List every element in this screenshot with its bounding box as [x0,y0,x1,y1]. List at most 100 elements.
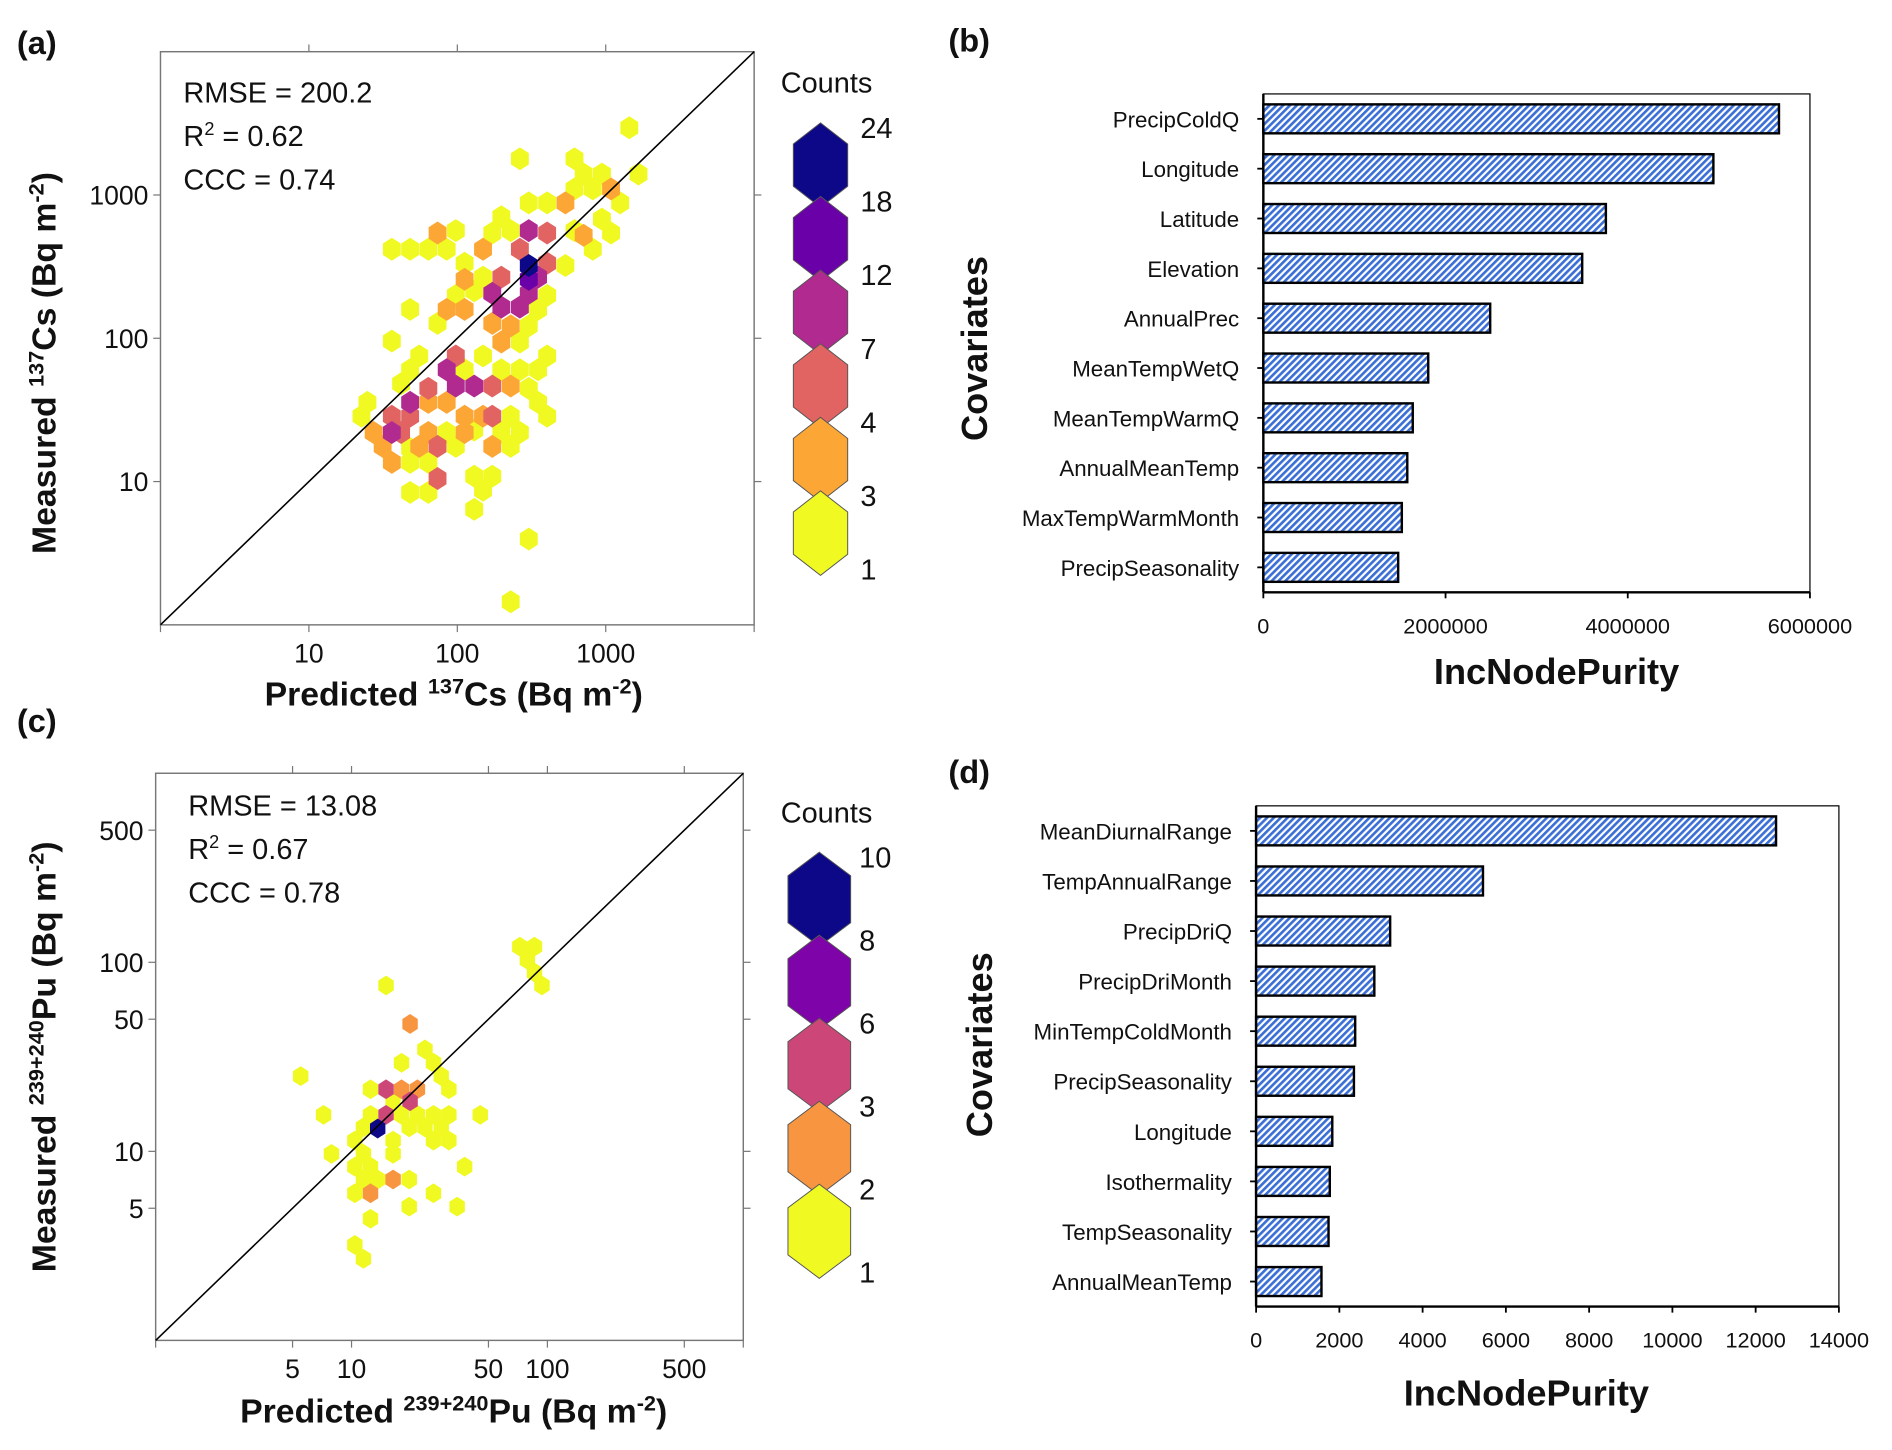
hexbin-marks: 10 100 1000 10 100 1000 24 18 12 7 4 3 1 [89,44,893,668]
x-tick-label: 4000000 [1585,613,1670,638]
hexbin-cell [355,1143,372,1164]
hexbin-cell [419,237,438,261]
legend-swatch [787,1183,852,1279]
y-tick-label: 50 [114,1005,144,1035]
bar [1254,915,1392,947]
x-tick-label: 0 [1250,1328,1262,1353]
legend-break-label: 4 [860,407,876,439]
category-label: TempSeasonality [1062,1220,1233,1245]
hexbin-cell [510,358,529,382]
bar [1254,815,1778,847]
legend-break-label: 1 [859,1257,875,1289]
panel-label-c: (c) [17,703,57,739]
category-label: PrecipDriQ [1123,919,1232,944]
x-axis-title: Predicted 239+240Pu (Bq m-2) [240,1390,667,1430]
category-label: Isothermality [1105,1170,1232,1195]
bar [1254,1015,1357,1047]
hexbin-cell [456,1156,473,1177]
hexbin-cell [410,434,429,458]
x-tick-label: 50 [474,1354,504,1384]
hexbin-cell [449,1196,465,1217]
hexbin-cell [455,297,474,321]
bar [1254,1065,1356,1097]
bar-marks: PrecipColdQ Longitude Latitude Elevation Ann… [1022,93,1852,638]
hexbin-cell [401,1169,417,1190]
bar [1254,1215,1330,1248]
legend-title: Counts [781,798,873,830]
hexbin-cell [437,358,456,382]
hexbin-cell [529,358,547,382]
legend-swatch [787,1100,852,1196]
hexbin-cell [369,1169,386,1190]
hexbin-cell [362,1079,379,1100]
y-tick-label: 10 [114,1137,144,1167]
x-tick-label: 14000 [1809,1328,1869,1353]
hexbin-cell [401,390,420,414]
x-tick-label: 10000 [1642,1328,1702,1353]
hexbin-cell [519,314,538,338]
hexbin-cell [401,297,420,321]
legend-swatch [787,851,852,947]
category-label: Longitude [1134,1120,1232,1145]
legend-swatch [792,195,849,282]
x-axis-title: IncNodePurity [1434,651,1679,692]
hexbin-cell [574,162,593,186]
hexbin-cell [492,330,511,354]
category-label: MeanTempWarmQ [1053,406,1239,431]
category-label: MeanTempWetQ [1072,356,1239,381]
hexbin-cell [428,434,447,458]
hexbin-marks: 5 10 50 100 500 5 10 50 100 500 10 8 6 3 2 1 [99,766,891,1384]
category-label: MeanDiurnalRange [1040,819,1232,844]
hexbin-cell [465,497,484,521]
hexbin-cell [347,1183,363,1204]
hexbin-cell [437,390,456,414]
hexbin-cell [419,450,438,474]
plot-frame [154,772,745,1342]
legend-swatch [792,416,849,503]
y-axis-title: Measured 137Cs (Bq m-2) [23,172,63,554]
hexbin-cell [382,329,401,353]
category-label: AnnualMeanTemp [1059,456,1239,481]
hexbin-cell [382,421,401,444]
hexbin-cell [526,936,543,957]
bar [1262,103,1781,135]
bar [1262,252,1584,285]
x-tick-label: 8000 [1565,1328,1613,1353]
hexbin-cell [455,421,474,444]
hexbin-cell [519,254,538,277]
hexbin-chart-cs137: 10 100 1000 10 100 1000 24 18 12 7 4 3 1 RMSE = 200.… [23,44,893,714]
hexbin-cell [323,1143,340,1164]
x-tick-label: 12000 [1725,1328,1785,1353]
hexbin-cell [401,450,420,474]
x-tick-label: 100 [435,638,479,668]
hexbin-cell [501,219,520,243]
x-axis-title: Predicted 137Cs (Bq m-2) [265,674,643,714]
bar-marks: MeanDiurnalRange TempAnnualRange PrecipDri… [1034,805,1869,1353]
hexbin-cell [474,478,492,502]
hexbin-cell [483,221,502,245]
panel-label-a: (a) [17,25,57,61]
hexbin-cell [382,450,401,474]
hexbin-cell [483,434,502,458]
x-tick-label: 500 [662,1354,706,1384]
hexbin-cell [501,404,520,428]
legend-break-label: 1 [860,555,876,587]
hexbin-cell [510,147,529,171]
category-label: MaxTempWarmMonth [1022,506,1239,531]
hexbin-cell [362,1183,379,1204]
y-tick-label: 100 [104,324,148,354]
hexbin-cell [428,467,447,490]
hexbin-cell [352,404,371,428]
legend-swatch [792,490,849,576]
bar [1254,865,1485,897]
hexbin-cell [510,330,529,354]
legend-break-label: 6 [859,1008,875,1040]
hexbin-cell [355,1248,372,1269]
hexbin-cell [538,191,557,215]
hexbin-cell [382,404,401,428]
x-tick-label: 10 [294,638,324,668]
hexbin-cell [519,191,538,215]
hexbin-cell [465,374,484,398]
x-tick-label: 4000 [1398,1328,1446,1353]
